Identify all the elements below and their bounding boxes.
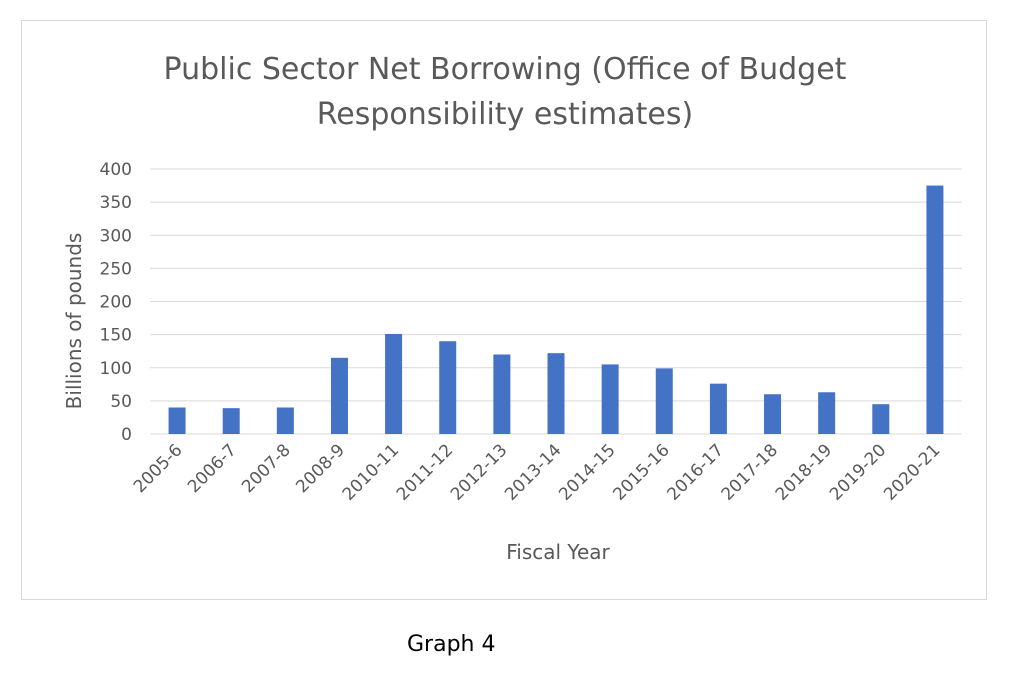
y-tick-label: 250 — [100, 259, 132, 279]
y-tick-label: 350 — [100, 193, 132, 213]
y-tick-label: 50 — [110, 392, 132, 412]
y-tick-label: 400 — [100, 160, 132, 180]
y-tick-label: 150 — [100, 326, 132, 346]
x-tick-label: 2005-6 — [130, 440, 187, 497]
bar-2017-18 — [764, 394, 782, 434]
bars — [168, 185, 944, 434]
bar-2008-9 — [330, 357, 348, 434]
bar-2014-15 — [601, 364, 619, 434]
bar-2015-16 — [655, 368, 673, 434]
x-tick-label: 2007-8 — [238, 440, 295, 497]
chart-frame: Public Sector Net Borrowing (Office of B… — [21, 20, 987, 600]
bar-2013-14 — [547, 353, 565, 434]
bar-2011-12 — [439, 341, 457, 434]
x-tick-label: 2014-15 — [555, 440, 619, 504]
bar-2006-7 — [222, 408, 240, 434]
bar-2020-21 — [926, 185, 944, 434]
x-tick-label: 2018-19 — [772, 440, 836, 504]
chart-title: Public Sector Net Borrowing (Office of B… — [164, 52, 847, 132]
bar-2005-6 — [168, 407, 186, 434]
x-tick-label: 2010-11 — [339, 440, 403, 504]
y-tick-label: 200 — [100, 293, 132, 313]
x-tick-label: 2015-16 — [609, 440, 673, 504]
bar-chart: Public Sector Net Borrowing (Office of B… — [62, 52, 962, 564]
bar-2012-13 — [493, 354, 511, 434]
x-tick-label: 2016-17 — [664, 440, 728, 504]
x-tick-label: 2019-20 — [826, 440, 890, 504]
bar-2010-11 — [385, 333, 403, 434]
y-axis-title: Billions of pounds — [62, 233, 86, 410]
y-tick-label: 0 — [121, 425, 132, 445]
bar-2016-17 — [709, 383, 727, 434]
x-axis-title: Fiscal Year — [506, 540, 610, 564]
x-tick-label: 2006-7 — [184, 440, 241, 497]
bar-2019-20 — [872, 404, 890, 434]
bar-2018-19 — [818, 392, 836, 434]
gridlines — [150, 168, 962, 435]
x-tick-label: 2017-18 — [718, 440, 782, 504]
x-tick-label: 2020-21 — [880, 440, 944, 504]
x-tick-label: 2012-13 — [447, 440, 511, 504]
chart-title-line-1: Public Sector Net Borrowing (Office of B… — [164, 52, 847, 87]
y-tick-label: 100 — [100, 359, 132, 379]
y-axis-ticks: 0 50 100 150 200 250 300 350 400 — [100, 160, 132, 445]
figure-caption: Graph 4 — [407, 632, 496, 657]
bar-2007-8 — [276, 407, 294, 434]
chart-title-line-2: Responsibility estimates) — [317, 97, 693, 132]
y-tick-label: 300 — [100, 226, 132, 246]
x-tick-label: 2013-14 — [501, 440, 565, 504]
x-tick-label: 2011-12 — [393, 440, 457, 504]
x-axis-ticks: 2005-62006-72007-82008-92010-112011-1220… — [130, 440, 945, 504]
